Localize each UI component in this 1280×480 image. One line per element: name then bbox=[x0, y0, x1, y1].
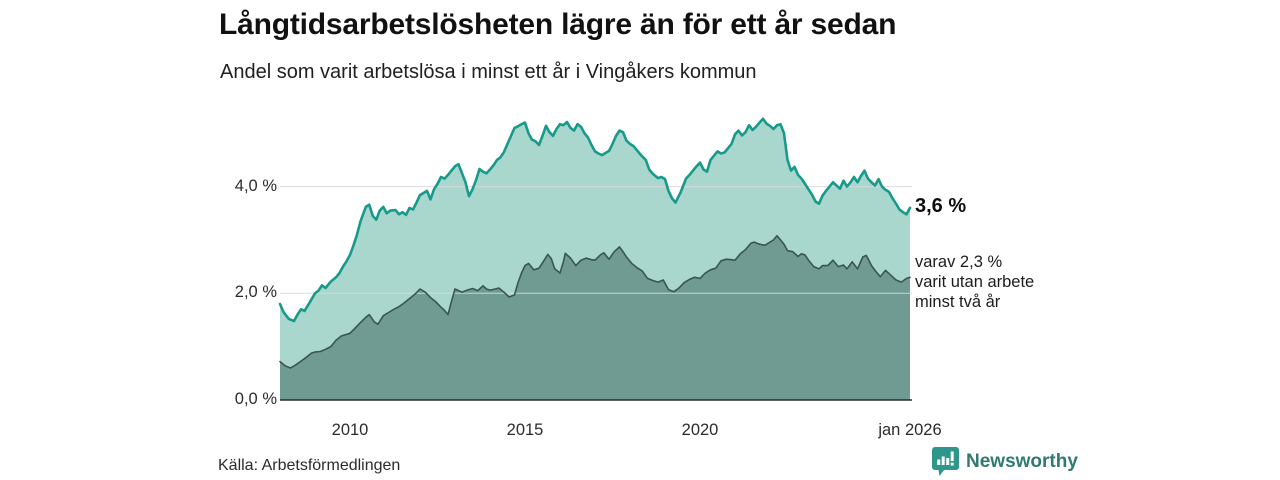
source-note: Källa: Arbetsförmedlingen bbox=[218, 457, 401, 474]
y-axis-tick-label: 0,0 % bbox=[234, 390, 277, 408]
secondary-annotation: varav 2,3 % varit utan arbete minst två … bbox=[915, 252, 1034, 312]
y-axis-tick-label: 4,0 % bbox=[234, 177, 277, 195]
newsworthy-logo-icon bbox=[932, 447, 959, 476]
secondary-annotation-line: minst två år bbox=[915, 293, 1001, 311]
chart-title: Långtidsarbetslösheten lägre än för ett … bbox=[219, 8, 897, 41]
x-axis-tick-label: 2015 bbox=[506, 421, 544, 439]
x-axis-tick-label: jan 2026 bbox=[878, 421, 942, 439]
y-axis-tick-label: 2,0 % bbox=[234, 283, 277, 301]
chart-subtitle: Andel som varit arbetslösa i minst ett å… bbox=[220, 61, 757, 83]
series-line bbox=[279, 234, 911, 369]
newsworthy-brand-text: Newsworthy bbox=[966, 450, 1078, 472]
secondary-annotation-line: varit utan arbete bbox=[915, 273, 1035, 291]
newsworthy-wordmark: Newsworthy bbox=[932, 447, 1078, 476]
x-axis-tick-label: 2010 bbox=[331, 421, 369, 439]
x-axis-tick-label: 2020 bbox=[681, 421, 719, 439]
secondary-annotation-line: varav 2,3 % bbox=[915, 253, 1003, 271]
series-line bbox=[278, 117, 912, 323]
series-area-fill bbox=[280, 235, 910, 400]
end-value-label: 3,6 % bbox=[915, 195, 967, 217]
